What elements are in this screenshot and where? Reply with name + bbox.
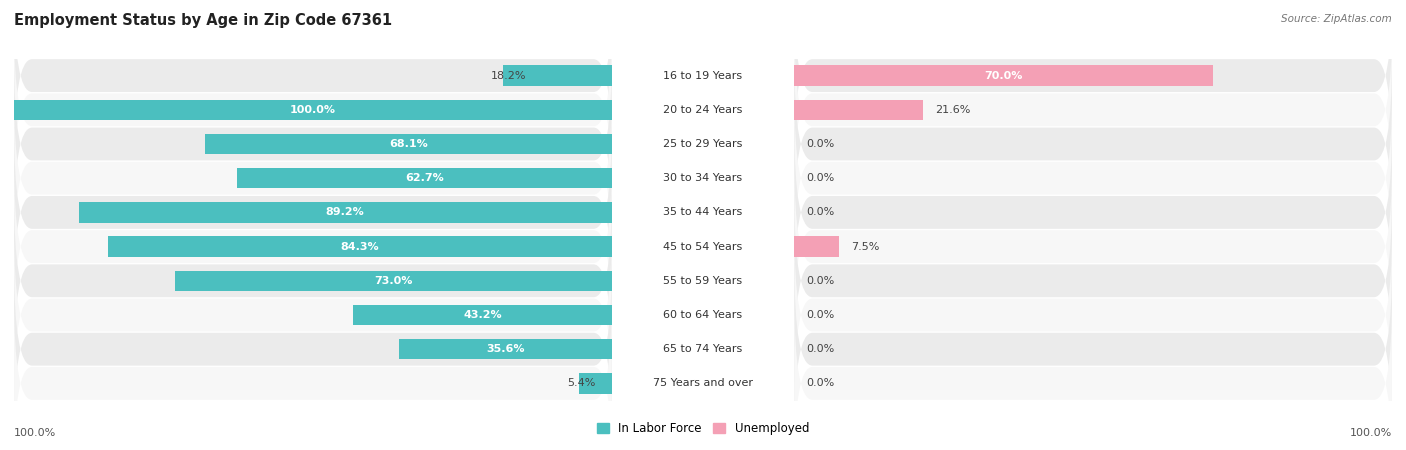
Text: 16 to 19 Years: 16 to 19 Years — [664, 71, 742, 81]
Text: Employment Status by Age in Zip Code 67361: Employment Status by Age in Zip Code 673… — [14, 14, 392, 28]
Text: 0.0%: 0.0% — [806, 344, 835, 354]
Text: 35.6%: 35.6% — [486, 344, 524, 354]
Text: 35 to 44 Years: 35 to 44 Years — [664, 207, 742, 217]
FancyBboxPatch shape — [14, 126, 612, 299]
Bar — [579, 373, 612, 394]
Text: 25 to 29 Years: 25 to 29 Years — [664, 139, 742, 149]
Text: 30 to 34 Years: 30 to 34 Years — [664, 173, 742, 183]
Bar — [108, 236, 612, 257]
FancyBboxPatch shape — [794, 229, 1392, 401]
FancyBboxPatch shape — [14, 92, 612, 265]
Text: 60 to 64 Years: 60 to 64 Years — [664, 310, 742, 320]
Text: 89.2%: 89.2% — [326, 207, 364, 217]
Text: 70.0%: 70.0% — [984, 71, 1022, 81]
Text: 5.4%: 5.4% — [568, 378, 596, 388]
FancyBboxPatch shape — [14, 194, 612, 367]
Text: 100.0%: 100.0% — [290, 105, 336, 115]
Legend: In Labor Force, Unemployed: In Labor Force, Unemployed — [592, 417, 814, 440]
Text: 0.0%: 0.0% — [806, 207, 835, 217]
Bar — [399, 339, 612, 360]
Text: 0.0%: 0.0% — [806, 276, 835, 286]
Text: 75 Years and over: 75 Years and over — [652, 378, 754, 388]
FancyBboxPatch shape — [794, 92, 1392, 265]
Text: 0.0%: 0.0% — [806, 310, 835, 320]
Text: 7.5%: 7.5% — [851, 242, 880, 252]
Text: 0.0%: 0.0% — [806, 173, 835, 183]
Bar — [79, 202, 612, 223]
Text: 62.7%: 62.7% — [405, 173, 444, 183]
FancyBboxPatch shape — [794, 58, 1392, 230]
FancyBboxPatch shape — [794, 297, 1392, 450]
Text: 18.2%: 18.2% — [491, 71, 526, 81]
FancyBboxPatch shape — [794, 194, 1392, 367]
FancyBboxPatch shape — [794, 0, 1392, 162]
Text: Source: ZipAtlas.com: Source: ZipAtlas.com — [1281, 14, 1392, 23]
Text: 21.6%: 21.6% — [935, 105, 970, 115]
Text: 55 to 59 Years: 55 to 59 Years — [664, 276, 742, 286]
Bar — [353, 305, 612, 325]
Bar — [238, 168, 612, 189]
FancyBboxPatch shape — [14, 229, 612, 401]
Bar — [503, 65, 612, 86]
FancyBboxPatch shape — [794, 263, 1392, 436]
Text: 84.3%: 84.3% — [340, 242, 380, 252]
FancyBboxPatch shape — [794, 126, 1392, 299]
FancyBboxPatch shape — [794, 23, 1392, 196]
FancyBboxPatch shape — [14, 58, 612, 230]
Bar — [176, 270, 612, 291]
Text: 0.0%: 0.0% — [806, 378, 835, 388]
Bar — [794, 65, 1212, 86]
Text: 45 to 54 Years: 45 to 54 Years — [664, 242, 742, 252]
Text: 65 to 74 Years: 65 to 74 Years — [664, 344, 742, 354]
Text: 0.0%: 0.0% — [806, 139, 835, 149]
Text: 100.0%: 100.0% — [14, 428, 56, 437]
Text: 20 to 24 Years: 20 to 24 Years — [664, 105, 742, 115]
Text: 43.2%: 43.2% — [463, 310, 502, 320]
Bar — [205, 134, 612, 154]
FancyBboxPatch shape — [14, 160, 612, 333]
FancyBboxPatch shape — [14, 263, 612, 436]
FancyBboxPatch shape — [14, 297, 612, 450]
Bar — [794, 99, 924, 120]
FancyBboxPatch shape — [794, 160, 1392, 333]
Text: 68.1%: 68.1% — [389, 139, 427, 149]
Text: 100.0%: 100.0% — [1350, 428, 1392, 437]
Bar — [794, 236, 839, 257]
Bar — [14, 99, 612, 120]
Text: 73.0%: 73.0% — [374, 276, 413, 286]
FancyBboxPatch shape — [14, 23, 612, 196]
FancyBboxPatch shape — [14, 0, 612, 162]
